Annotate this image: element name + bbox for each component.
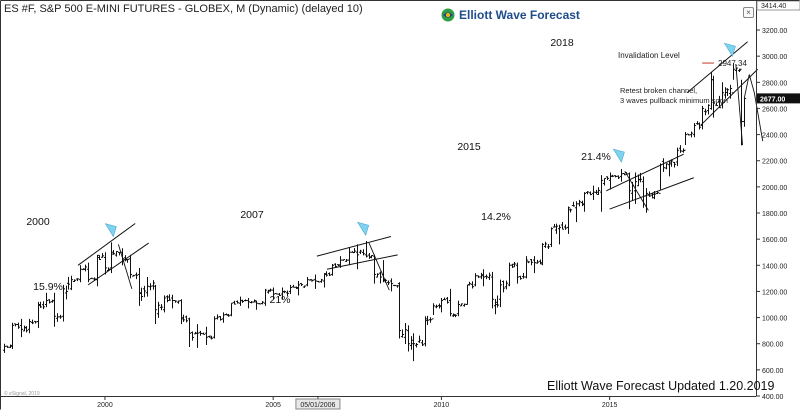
- drop-line-2018: [735, 63, 743, 146]
- drop-percent-label: 21%: [269, 294, 290, 306]
- y-tick-label: 400.00: [762, 394, 784, 401]
- invalidation-value: 2947.34: [718, 59, 747, 68]
- x-tick-label: 2005: [265, 402, 281, 409]
- note-line: Retest broken channel,: [620, 86, 697, 95]
- y-tick-label: 2600.00: [762, 106, 787, 113]
- logo-text: Elliott Wave Forecast: [459, 8, 580, 22]
- y-tick-label: 1000.00: [762, 316, 787, 323]
- drop-line-2007: [368, 242, 390, 291]
- chart-title: ES #F, S&P 500 E-MINI FUTURES - GLOBEX, …: [4, 3, 363, 15]
- y-tick-label: 1600.00: [762, 237, 787, 244]
- note-line: 3 waves pullback minimum soon: [620, 96, 728, 105]
- channel-2000-upper: [77, 223, 136, 266]
- y-tick-label: 1400.00: [762, 263, 787, 270]
- peak-marker-2007: [357, 221, 370, 237]
- last-price-label: 2677.00: [760, 96, 785, 103]
- channel-2018-upper: [686, 41, 748, 94]
- logo-globe-icon: [441, 8, 455, 22]
- channel-2000-lower: [87, 242, 149, 286]
- channel-2007-upper: [316, 236, 392, 257]
- y-tick-label: 1200.00: [762, 289, 787, 296]
- y-tick-label: 800.00: [762, 342, 784, 349]
- x-tick-label: 2000: [97, 402, 113, 409]
- drop-percent-label: 14.2%: [481, 211, 511, 223]
- peak-marker-2015: [612, 148, 625, 163]
- peak-marker-2000: [104, 223, 117, 238]
- y-tick-label: 2200.00: [762, 159, 787, 166]
- updated-caption: Elliott Wave Forecast Updated 1.20.2019: [547, 379, 775, 393]
- y-tick-label: 3000.00: [762, 54, 787, 61]
- price-bars: [2, 63, 747, 362]
- y-tick-label: 600.00: [762, 368, 784, 375]
- close-button[interactable]: ×: [743, 7, 754, 18]
- y-top-label: 3414.40: [761, 3, 786, 10]
- watermark: © eSignal, 2019: [4, 391, 40, 397]
- x-tick-label: 2010: [434, 402, 450, 409]
- x-cursor-box: [295, 398, 341, 410]
- logo: Elliott Wave Forecast: [441, 8, 580, 22]
- drop-percent-label: 15.9%: [33, 281, 63, 293]
- x-axis: 2000 2005 05/01/2006 2010 2015: [0, 396, 756, 410]
- chart-annotations: Invalidation Level 2947.34 2000 15.9% 2007 21…: [26, 37, 764, 306]
- wave-year-label: 2000: [26, 216, 50, 228]
- last-price-box: [757, 93, 800, 104]
- y-tick-label: 2400.00: [762, 133, 787, 140]
- channel-2015-lower: [609, 177, 694, 210]
- x-tick-label: 05/01/2006: [300, 402, 335, 409]
- wave-year-label: 2007: [240, 209, 264, 221]
- drop-line-2015: [624, 170, 649, 211]
- drop-percent-label: 21.4%: [581, 151, 611, 163]
- x-tick-label: 2015: [602, 402, 618, 409]
- channel-2015-upper: [606, 153, 684, 192]
- channel-2007-lower: [326, 254, 398, 270]
- invalidation-label: Invalidation Level: [618, 51, 680, 60]
- y-tick-label: 1800.00: [762, 211, 787, 218]
- y-axis: 3200.00 3000.00 2800.00 2600.00 2400.00 2200.…: [756, 0, 800, 401]
- y-tick-label: 2800.00: [762, 80, 787, 87]
- drop-line-2000: [117, 244, 133, 289]
- y-tick-label: 2000.00: [762, 185, 787, 192]
- wave-year-label: 2015: [457, 141, 481, 153]
- y-tick-label: 3200.00: [762, 28, 787, 35]
- wave-year-label: 2018: [550, 37, 574, 49]
- peak-marker-2018: [723, 42, 736, 57]
- projection-path: [743, 74, 764, 142]
